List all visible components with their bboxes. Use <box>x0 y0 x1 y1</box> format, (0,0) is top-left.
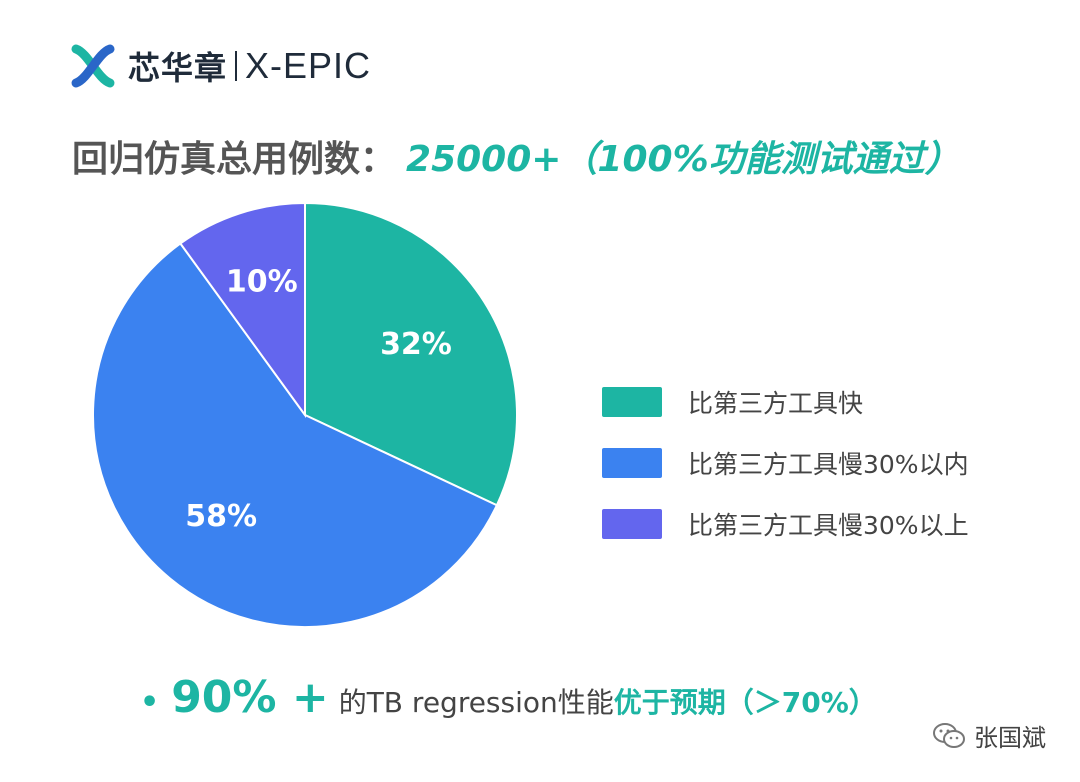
chart-legend: 比第三方工具快 比第三方工具慢30%以内 比第三方工具慢30%以上 <box>602 385 969 568</box>
summary-line: • 90% + 的TB regression性能 优于预期（＞70%） <box>140 672 877 728</box>
legend-swatch <box>602 509 662 539</box>
brand-name-en: X-EPIC <box>245 45 372 86</box>
brand-logo: 芯华章 X-EPIC <box>70 42 371 90</box>
watermark-text: 张国斌 <box>974 724 1046 752</box>
brand-name-cn: 芯华章 <box>128 49 228 87</box>
summary-percent: 90% + <box>171 672 329 723</box>
legend-label: 比第三方工具慢30%以上 <box>688 511 969 540</box>
slice-data-label: 58% <box>185 499 257 534</box>
slice-data-label: 10% <box>226 264 298 299</box>
pie-slice <box>178 201 306 419</box>
headline-value: 25000+（100%功能测试通过） <box>406 139 961 180</box>
summary-text: 的TB regression性能 <box>338 686 614 719</box>
pie-slice <box>304 201 518 507</box>
bullet: • <box>140 685 160 720</box>
brand-divider <box>235 51 238 81</box>
headline-label: 回归仿真总用例数： <box>72 139 397 180</box>
legend-item: 比第三方工具慢30%以内 <box>602 446 969 480</box>
wechat-icon <box>933 722 965 748</box>
legend-item: 比第三方工具快 <box>602 385 969 419</box>
legend-label: 比第三方工具快 <box>688 389 864 418</box>
legend-swatch <box>602 448 662 478</box>
slice-data-label: 32% <box>380 327 452 362</box>
headline: 回归仿真总用例数： 25000+（100%功能测试通过） <box>72 130 961 180</box>
x-epic-logo-icon <box>71 44 115 88</box>
summary-highlight: 优于预期（＞70%） <box>613 686 877 719</box>
legend-label: 比第三方工具慢30%以内 <box>688 450 969 479</box>
legend-item: 比第三方工具慢30%以上 <box>602 507 969 541</box>
pie-slice <box>92 242 499 628</box>
legend-swatch <box>602 387 662 417</box>
watermark: 张国斌 <box>932 718 1046 753</box>
